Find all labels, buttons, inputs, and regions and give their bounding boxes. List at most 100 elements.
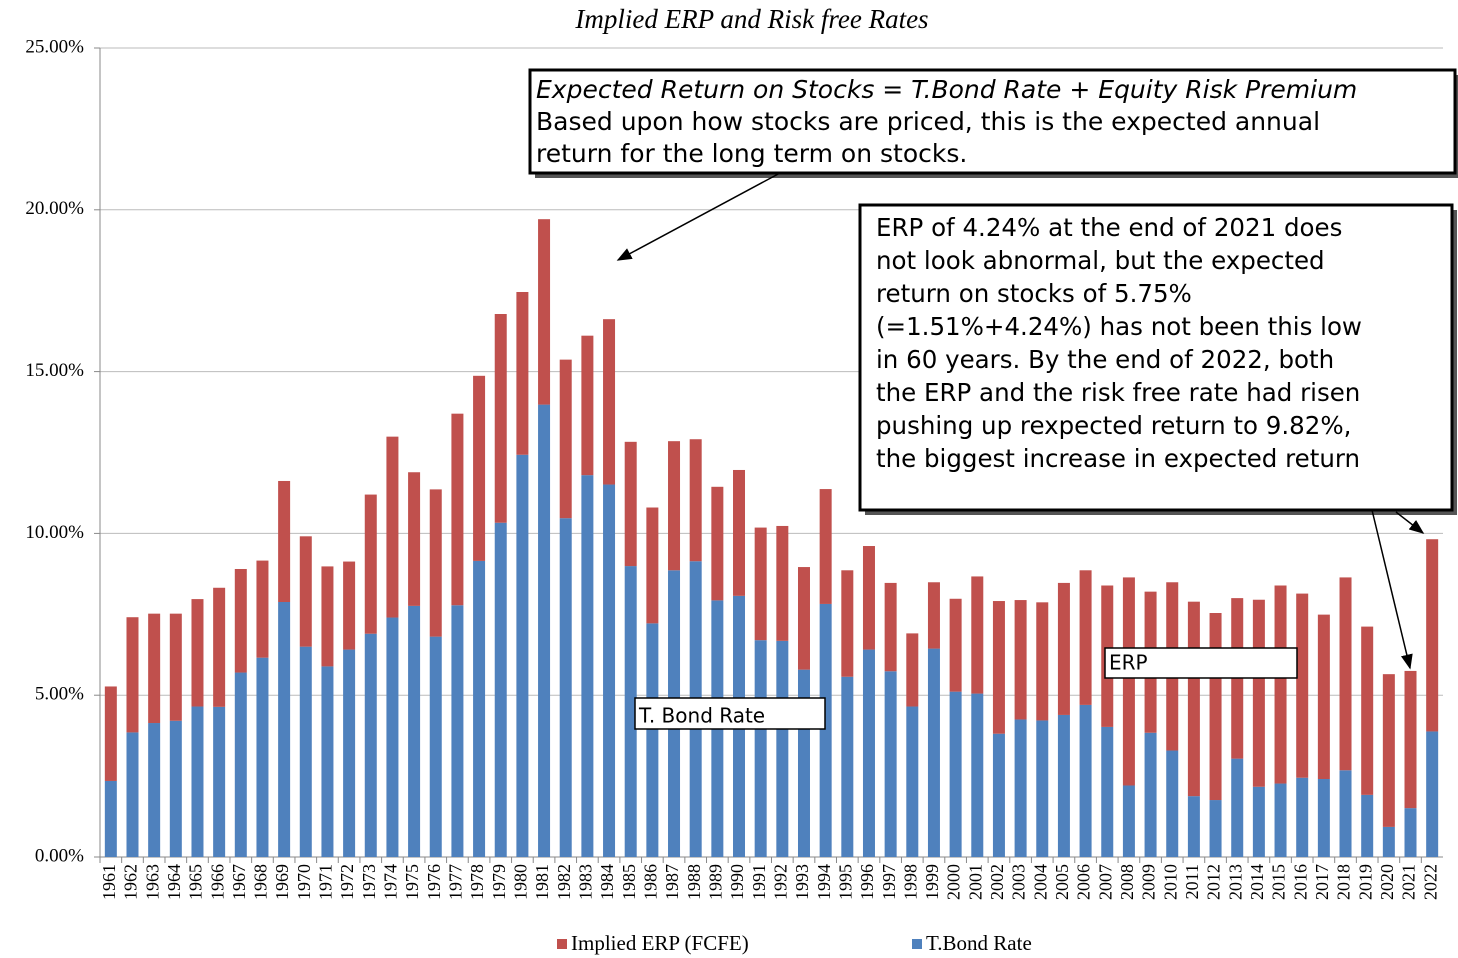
chart-title: Implied ERP and Risk free Rates	[574, 4, 928, 34]
bar-segment	[1361, 794, 1374, 857]
bar-segment	[1036, 720, 1049, 857]
x-tick-label: 2017	[1312, 864, 1332, 900]
x-tick-label: 1961	[99, 864, 119, 900]
x-tick-label: 2015	[1269, 864, 1289, 900]
x-tick-label: 1975	[402, 864, 422, 900]
bar-segment	[451, 605, 464, 857]
bar-segment	[1382, 826, 1395, 857]
x-tick-label: 1991	[749, 864, 769, 900]
bar-segment	[862, 649, 875, 857]
bar-segment	[343, 561, 356, 650]
x-tick-label: 2005	[1052, 864, 1072, 900]
bar-segment	[494, 522, 507, 857]
x-tick-label: 2006	[1074, 864, 1094, 900]
x-tick-label: 2021	[1399, 864, 1419, 900]
bar-segment	[841, 676, 854, 857]
x-tick-label: 1982	[554, 864, 574, 900]
x-tick-label: 1998	[900, 864, 920, 900]
bar-segment	[1382, 674, 1395, 827]
bar-segment	[299, 646, 312, 857]
x-tick-label: 2012	[1204, 864, 1224, 900]
bar-segment	[1426, 539, 1439, 732]
x-tick-label: 2010	[1160, 864, 1180, 900]
x-tick-label: 1999	[922, 864, 942, 900]
bar-segment	[321, 566, 334, 667]
legend-swatch	[557, 939, 567, 949]
bar-segment	[494, 313, 507, 523]
bar-segment	[1296, 593, 1309, 778]
x-tick-label: 2000	[944, 864, 964, 900]
x-tick-label: 1963	[142, 864, 162, 900]
bar-segment	[429, 489, 442, 637]
x-tick-label: 1980	[511, 864, 531, 900]
bar-segment	[797, 567, 810, 670]
bar-segment	[234, 568, 247, 673]
bar-segment	[1187, 796, 1200, 857]
bar-segment	[1296, 777, 1309, 857]
bar-segment	[234, 672, 247, 857]
bar-segment	[1057, 714, 1070, 857]
bar-segment	[278, 480, 291, 603]
bar-segment	[169, 613, 182, 721]
bar-segment	[538, 404, 551, 857]
bar-segment	[1101, 726, 1114, 857]
bar-segment	[1252, 786, 1265, 857]
bar-segment	[386, 436, 399, 618]
annotation-box	[634, 697, 826, 730]
bar-segment	[906, 633, 919, 707]
x-tick-label: 2004	[1030, 864, 1050, 900]
bar-segment	[624, 566, 637, 857]
annotation-arrow	[1371, 509, 1413, 670]
bar-segment	[884, 582, 897, 672]
x-tick-label: 2016	[1290, 864, 1310, 900]
annotation-text: T. Bond Rate	[638, 704, 765, 728]
x-tick-label: 2011	[1182, 864, 1202, 899]
x-tick-label: 2002	[987, 864, 1007, 900]
bar-segment	[1252, 599, 1265, 787]
bar-segment	[992, 601, 1005, 734]
x-tick-label: 2013	[1225, 864, 1245, 900]
bar-segment	[1144, 732, 1157, 857]
bar-segment	[1231, 758, 1244, 857]
x-tick-label: 1965	[186, 864, 206, 900]
bar-segment	[819, 489, 832, 604]
annotation-text: ERP	[1109, 651, 1148, 675]
bar-segment	[408, 605, 421, 857]
x-tick-label: 1995	[835, 864, 855, 900]
bar-segment	[1339, 770, 1352, 857]
bar-segment	[473, 375, 486, 561]
bar-segment	[711, 486, 724, 601]
x-tick-label: 2018	[1334, 864, 1354, 900]
annotation-text: not look abnormal, but the expected	[876, 246, 1325, 275]
bar-segment	[624, 441, 637, 567]
bar-segment	[364, 633, 377, 857]
bar-segment	[668, 441, 681, 571]
x-tick-label: 2020	[1377, 864, 1397, 900]
x-tick-label: 1976	[424, 864, 444, 900]
bar-segment	[1014, 719, 1027, 857]
y-tick-label: 20.00%	[25, 198, 84, 219]
bar-segment	[776, 640, 789, 857]
x-tick-label: 1981	[532, 864, 552, 900]
annotation-text: Based upon how stocks are priced, this i…	[536, 107, 1320, 136]
x-tick-label: 1969	[272, 864, 292, 900]
y-tick-label: 5.00%	[35, 684, 84, 705]
bar-segment	[1404, 808, 1417, 857]
annotation-text: ERP of 4.24% at the end of 2021 does	[876, 213, 1342, 242]
bar-segment	[1122, 785, 1135, 857]
bar-segment	[213, 587, 226, 707]
bar-segment	[971, 693, 984, 857]
bar-segment	[1166, 750, 1179, 857]
x-tick-label: 1974	[381, 864, 401, 900]
x-tick-label: 1962	[121, 864, 141, 900]
bar-segment	[819, 603, 832, 857]
bar-segment	[169, 720, 182, 857]
annotation-text: pushing up rexpected return to 9.82%,	[876, 411, 1351, 440]
bar-segment	[1079, 570, 1092, 705]
x-tick-label: 1964	[164, 864, 184, 900]
y-tick-label: 10.00%	[25, 522, 84, 543]
x-tick-label: 2019	[1355, 864, 1375, 900]
bar-segment	[256, 560, 269, 658]
bar-segment	[581, 335, 594, 476]
